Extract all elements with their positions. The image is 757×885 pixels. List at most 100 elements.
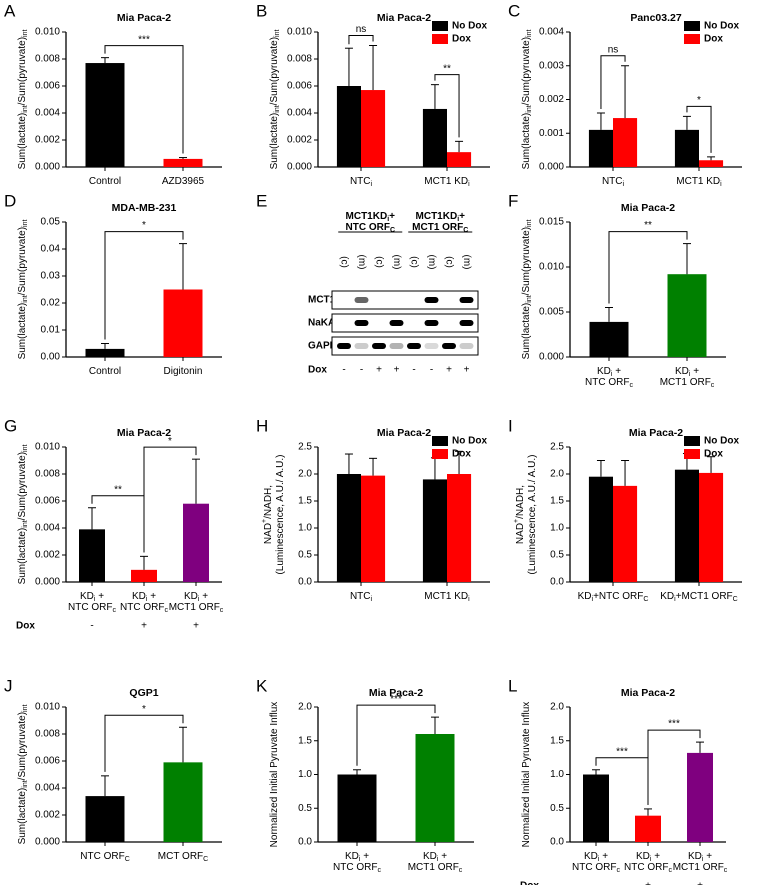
legend-label: Dox xyxy=(452,449,471,460)
y-axis-label: Normalized Initial Pyruvate Influx xyxy=(269,702,280,848)
legend-swatch xyxy=(684,34,700,44)
y-tick-label: 1.0 xyxy=(550,769,564,780)
x-tick-label-sub: i xyxy=(598,856,600,863)
y-axis-label-sub: int xyxy=(526,220,533,227)
panel-letter: E xyxy=(256,191,267,210)
x-tick-label-part: + xyxy=(360,851,369,862)
x-tick-label-sub: i xyxy=(94,596,96,603)
row-value: + xyxy=(376,365,382,376)
legend-label: Dox xyxy=(704,34,723,45)
panel-letter: C xyxy=(508,1,520,20)
blot-band xyxy=(389,343,404,349)
chart-title: Mia Paca-2 xyxy=(621,687,675,699)
x-tick-label-part: KD xyxy=(345,851,359,862)
x-tick-label: KDi + xyxy=(184,591,208,604)
y-tick-label: 0.05 xyxy=(41,217,61,228)
x-tick-label-part: MCT1 KD xyxy=(424,176,468,187)
y-tick-label: 0.0 xyxy=(550,837,564,848)
y-tick-label: 2.0 xyxy=(550,702,564,713)
bar xyxy=(336,474,361,582)
x-tick-label: KDi + xyxy=(345,851,369,864)
x-tick-label-part: NTC ORF xyxy=(572,862,616,873)
panel-letter: F xyxy=(508,191,518,210)
x-tick-label-sub: i xyxy=(592,596,594,603)
y-axis-label-sub: int xyxy=(22,30,29,37)
row-value: + xyxy=(141,621,147,632)
bar xyxy=(687,752,713,842)
row-label: Dox xyxy=(308,365,327,376)
blot-frame xyxy=(331,336,479,356)
x-tick-label-part: + xyxy=(599,851,608,862)
x-tick-label: KDi+NTC ORFC xyxy=(578,591,649,604)
x-tick-label: NTC ORFc xyxy=(333,862,381,875)
y-tick-label: 0.010 xyxy=(287,27,312,38)
y-axis-label-part: Sum(lactate) xyxy=(521,113,532,170)
x-tick-label: Control xyxy=(89,366,121,377)
y-tick-label: 0.008 xyxy=(35,469,60,480)
panel-letter: K xyxy=(256,676,268,695)
legend-label: No Dox xyxy=(452,21,487,32)
x-tick-label-sub: i xyxy=(437,856,439,863)
y-tick-label: 0.000 xyxy=(287,162,312,173)
blot-band xyxy=(354,343,369,349)
row-value: - xyxy=(342,365,345,376)
bar xyxy=(337,774,377,842)
blot-band xyxy=(372,343,386,349)
bar xyxy=(635,815,661,842)
blot-band xyxy=(459,343,474,349)
x-tick-label: KDi+MCT1 ORFC xyxy=(660,591,737,604)
x-tick-label-sub: c xyxy=(377,867,381,874)
y-tick-label: 0.002 xyxy=(539,94,564,105)
y-tick-label: 2.5 xyxy=(298,442,312,453)
y-axis-label-part: Sum(lactate) xyxy=(17,303,28,360)
panel-letter: A xyxy=(4,1,16,20)
y-axis-label: Normalized Initial Pyruvate Influx xyxy=(521,702,532,848)
x-tick-label-sub: i xyxy=(359,856,361,863)
y-tick-label: 0.5 xyxy=(298,803,312,814)
legend-swatch xyxy=(432,449,448,459)
lane-label: (m) xyxy=(356,255,367,270)
y-axis-label-part: /Sum(pyruvate) xyxy=(17,227,28,295)
bar xyxy=(447,152,472,167)
bar xyxy=(674,469,699,582)
y-axis-label-part: /Sum(pyruvate) xyxy=(17,712,28,780)
chart-title: QGP1 xyxy=(129,687,158,699)
bar xyxy=(583,774,609,842)
y-tick-label: 0.015 xyxy=(539,217,564,228)
y-axis-label-part: /Sum(pyruvate) xyxy=(269,37,280,105)
bar xyxy=(613,485,638,582)
y-axis-label-part: Sum(lactate) xyxy=(17,113,28,170)
x-tick-label: NTCi xyxy=(350,591,373,604)
x-tick-label-part: NTC xyxy=(350,591,371,602)
y-tick-label: 0.002 xyxy=(287,135,312,146)
blot-band xyxy=(424,297,439,303)
y-axis-label: NAD+/NADH, xyxy=(261,485,273,544)
x-tick-label-sub: c xyxy=(459,867,463,874)
y-axis-label: Sum(lactate)int/Sum(pyruvate)int xyxy=(521,30,534,170)
y-axis-label-part: Sum(lactate) xyxy=(17,528,28,585)
significance-bracket xyxy=(104,45,184,154)
y-tick-label: 0.006 xyxy=(35,81,60,92)
panel-letter: G xyxy=(4,416,17,435)
row-value: - xyxy=(360,365,363,376)
significance-label: *** xyxy=(138,34,150,45)
significance-label: *** xyxy=(390,694,402,705)
x-tick-label-sub: i xyxy=(198,596,200,603)
y-tick-label: 1.0 xyxy=(550,523,564,534)
group-label-part: MCT1 ORF xyxy=(412,222,463,233)
x-tick-label-part: KD xyxy=(80,591,94,602)
chart-title: Mia Paca-2 xyxy=(117,427,171,439)
significance-bracket xyxy=(143,446,197,553)
blot-frame xyxy=(331,290,479,310)
y-axis-label-sub: int xyxy=(22,295,29,302)
x-tick-label-part: NTC ORF xyxy=(80,851,124,862)
y-tick-label: 0.04 xyxy=(41,244,61,255)
x-tick-label-sub: i xyxy=(674,596,676,603)
y-tick-label: 0.000 xyxy=(35,837,60,848)
x-tick-label: NTC ORFc xyxy=(585,377,633,390)
y-axis-label-part: NAD xyxy=(515,523,526,544)
row-value: + xyxy=(446,365,452,376)
x-tick-label-sub: i xyxy=(468,596,470,603)
y-axis-label-sup: + xyxy=(261,519,268,523)
y-tick-label: 0.004 xyxy=(35,523,60,534)
